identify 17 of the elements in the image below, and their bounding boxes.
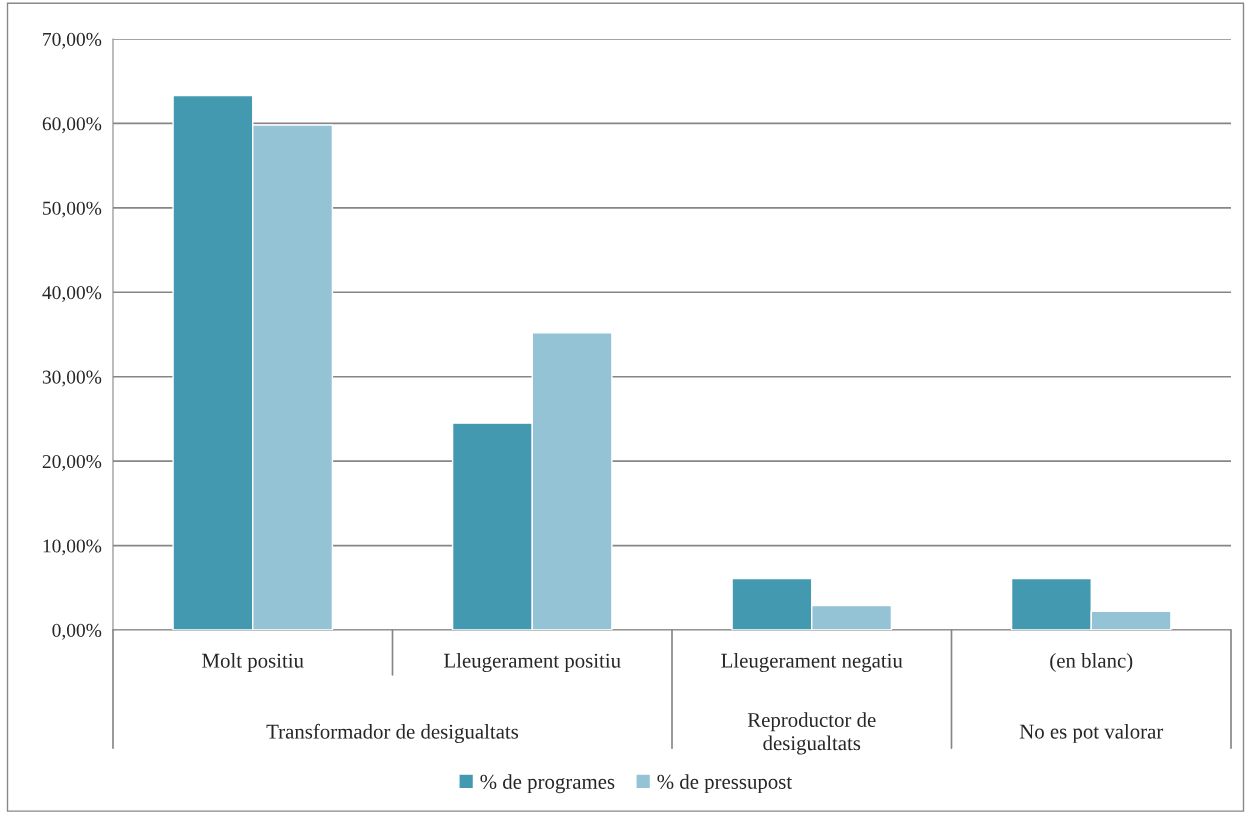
y-tick-label: 50,00% <box>43 201 102 218</box>
y-tick-label: 70,00% <box>43 32 102 49</box>
x-tick-label: (en blanc) <box>1050 653 1133 672</box>
legend-label: % de programes <box>480 774 615 794</box>
y-tick-label: 30,00% <box>42 370 102 387</box>
y-tick-label: 20,00% <box>42 454 102 471</box>
text: Reproductor de desigualtats <box>747 712 876 755</box>
text: No es pot valorar <box>1019 723 1164 743</box>
y-tick-label: 60,00% <box>42 117 102 134</box>
x-tick-label: Molt positiu <box>202 653 304 672</box>
text: Transformador de desigualtats <box>266 723 519 744</box>
x-tick-label: Lleugerament negatiu <box>721 653 903 672</box>
x-tick-label: Lleugerament positiu <box>444 653 621 672</box>
y-tick-label: 40,00% <box>42 286 102 303</box>
y-tick-label: 0,00% <box>52 623 102 640</box>
y-tick-label: 10,00% <box>43 539 102 556</box>
legend-label: % de pressupost <box>657 774 793 794</box>
